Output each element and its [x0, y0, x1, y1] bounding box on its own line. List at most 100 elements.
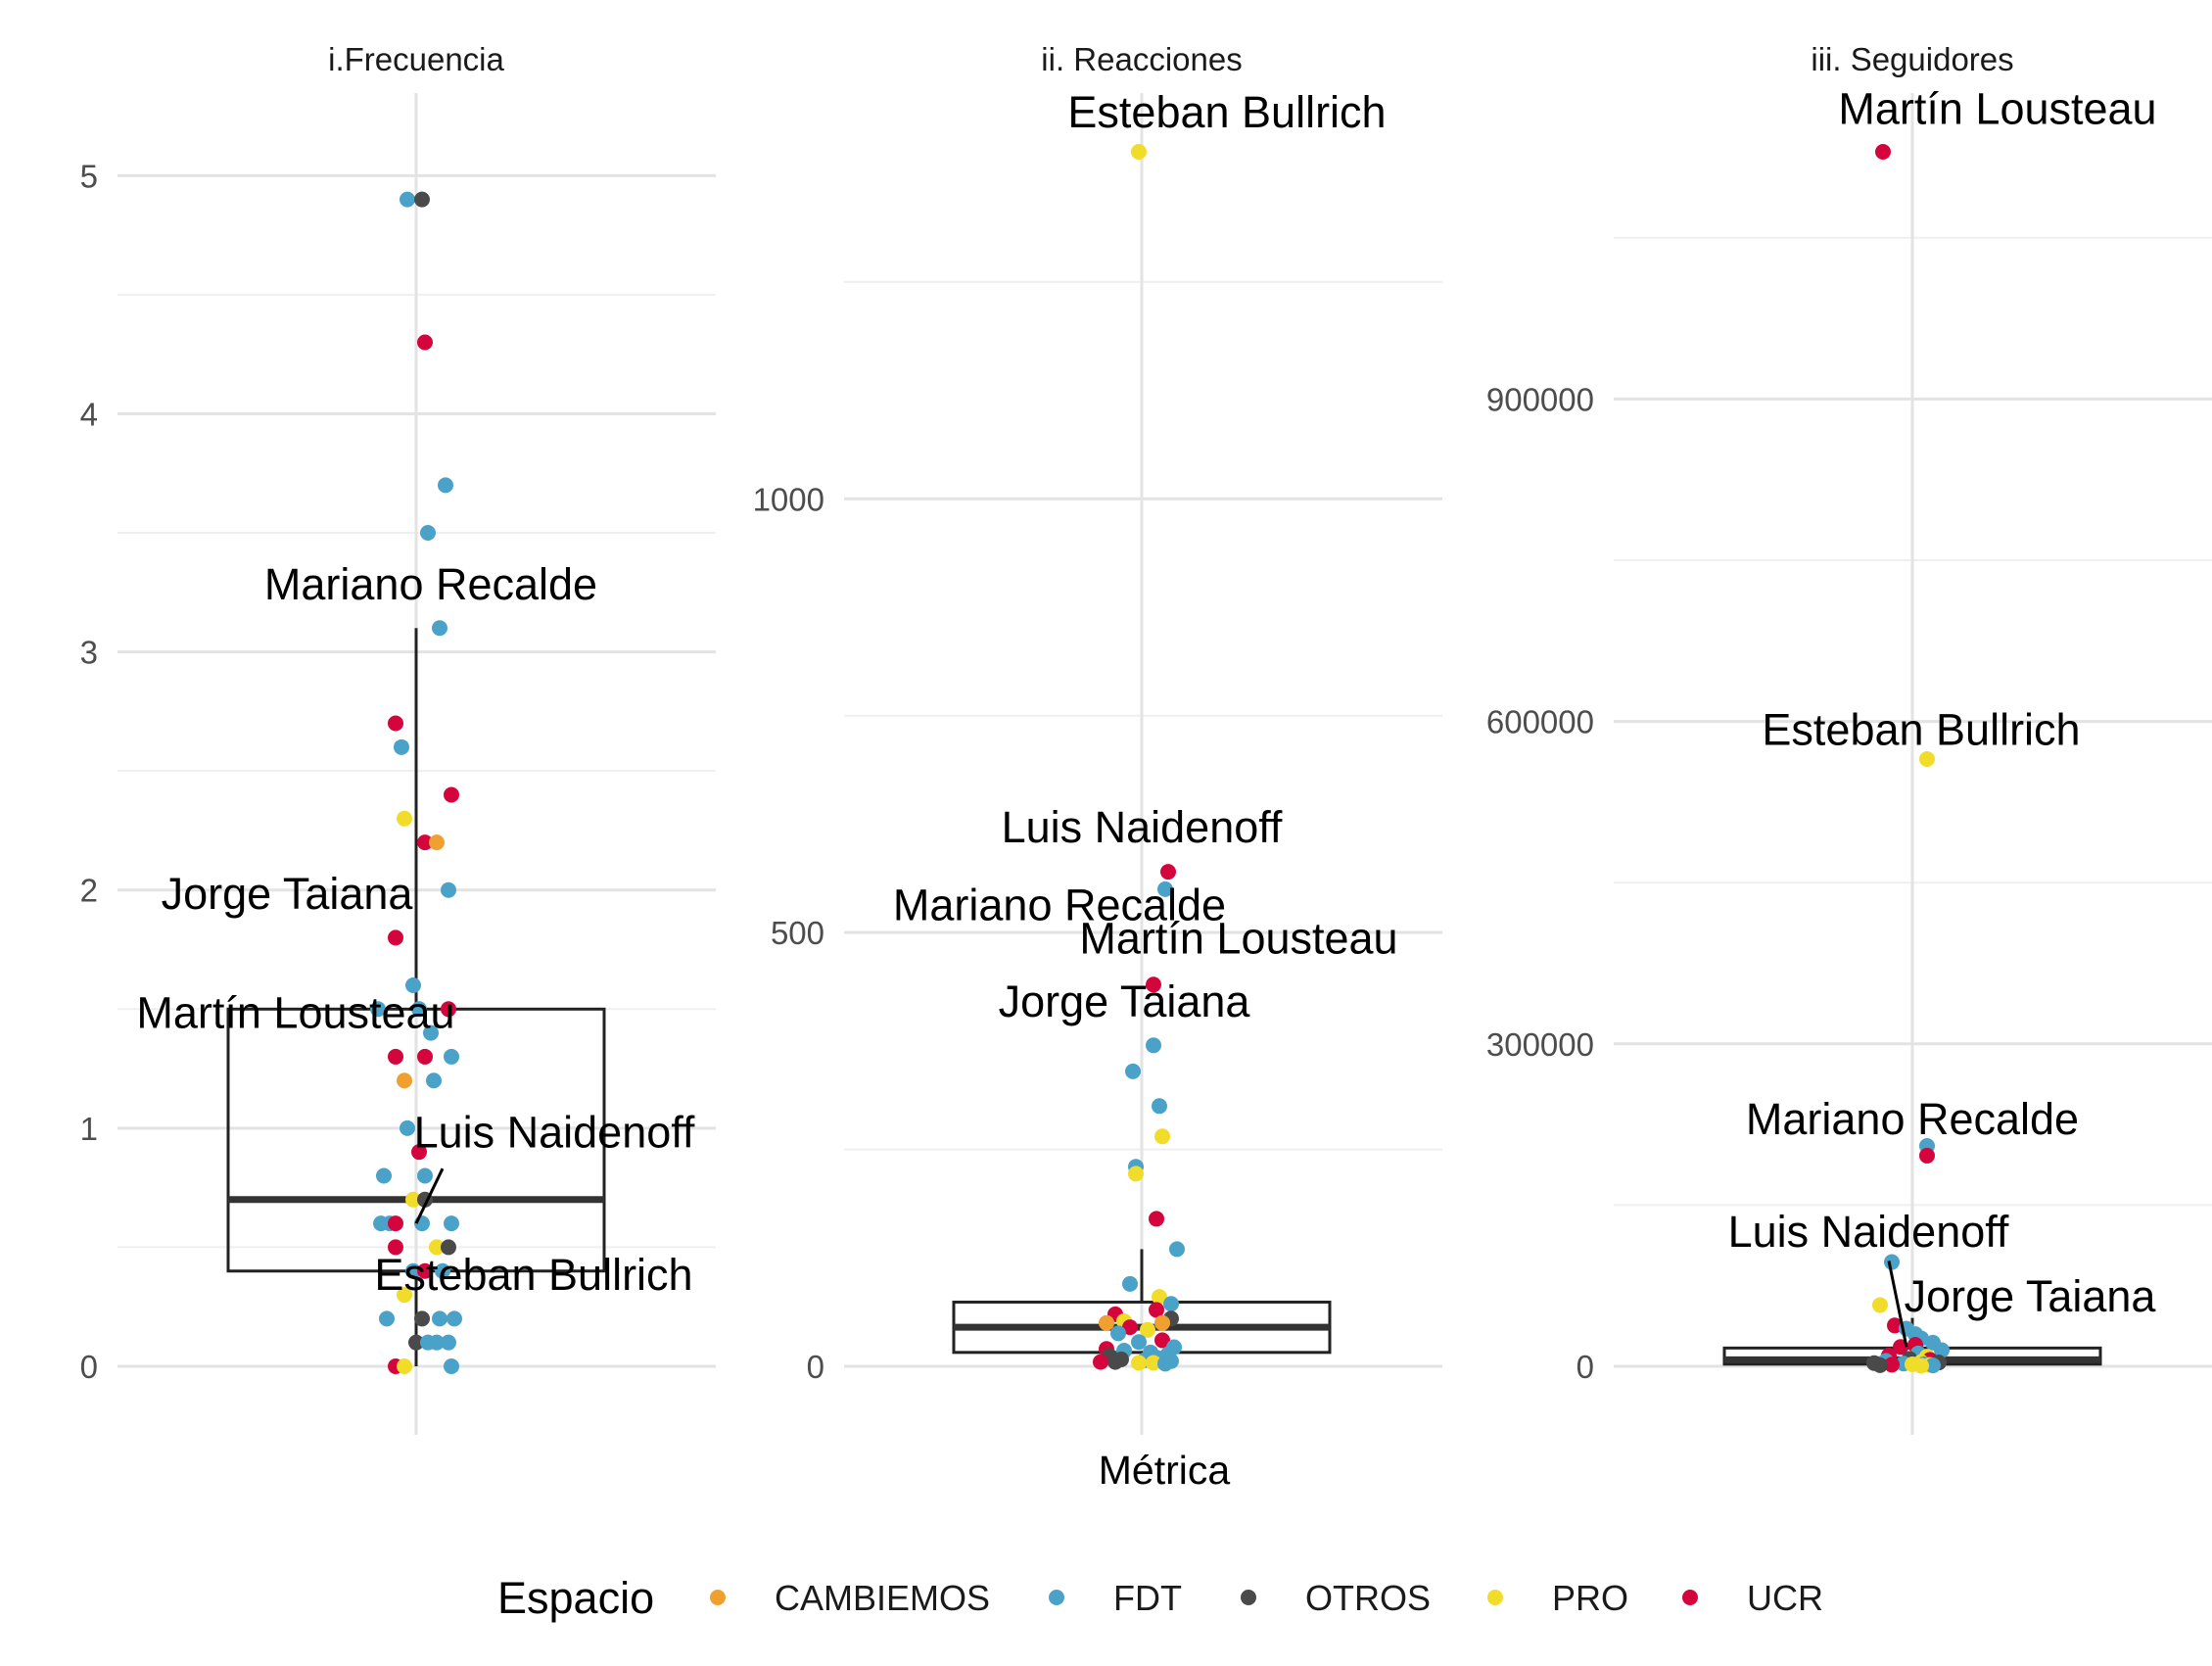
y-tick-label: 900000 [1486, 381, 1594, 417]
data-point [394, 738, 409, 755]
y-tick-label: 600000 [1486, 704, 1594, 740]
data-point [1122, 1319, 1138, 1336]
point-label: Martín Lousteau [136, 988, 454, 1038]
data-point [405, 976, 421, 993]
data-point [426, 1072, 442, 1089]
data-point [1154, 1314, 1170, 1331]
point-label: Mariano Recalde [1746, 1094, 2079, 1144]
data-point [429, 1239, 445, 1256]
data-point [441, 1334, 456, 1351]
data-point [411, 1144, 427, 1161]
data-point [405, 1262, 421, 1279]
legend-title: Espacio [497, 1573, 654, 1623]
data-point [1934, 1342, 1950, 1358]
data-point [414, 191, 430, 208]
data-point [1146, 976, 1161, 993]
data-point [444, 1358, 459, 1374]
point-label: Luis Naidenoff [414, 1107, 695, 1157]
panel-title: i.Frecuencia [328, 41, 504, 77]
y-tick-label: 4 [80, 396, 98, 432]
legend-label: UCR [1747, 1578, 1823, 1618]
y-tick-label: 3 [80, 635, 98, 671]
data-point [441, 1001, 456, 1018]
x-axis-title: Métrica [1099, 1448, 1231, 1493]
y-tick-label: 5 [80, 158, 98, 194]
data-point [400, 1119, 415, 1136]
data-point [397, 1072, 412, 1089]
data-point [435, 1262, 450, 1279]
data-point [429, 1334, 445, 1351]
y-tick-label: 500 [771, 915, 824, 951]
data-point [438, 477, 453, 494]
y-tick-label: 300000 [1486, 1026, 1594, 1063]
data-point [1093, 1354, 1108, 1370]
data-point [405, 1191, 421, 1208]
legend-key [1682, 1590, 1698, 1605]
point-label: Esteban Bullrich [1762, 705, 2080, 755]
data-point [397, 1287, 412, 1304]
data-point [1925, 1357, 1941, 1374]
data-point [417, 1167, 433, 1184]
data-point [423, 1024, 439, 1041]
y-tick-label: 1 [80, 1111, 98, 1147]
point-label: Esteban Bullrich [374, 1250, 692, 1300]
data-point [408, 1334, 424, 1351]
data-point [1146, 1037, 1161, 1054]
point-label: Luis Naidenoff [1002, 802, 1283, 852]
data-point [1169, 1241, 1185, 1258]
legend-label: FDT [1113, 1578, 1182, 1618]
data-point [417, 334, 433, 351]
data-point [429, 834, 445, 851]
point-label: Jorge Taiana [1905, 1271, 2157, 1321]
y-tick-label: 2 [80, 873, 98, 909]
legend-key [1049, 1590, 1064, 1605]
data-point [1146, 1355, 1161, 1371]
data-point [432, 620, 447, 637]
data-point [1160, 864, 1176, 881]
data-point [1099, 1314, 1114, 1331]
legend-key [1241, 1590, 1256, 1605]
data-point [447, 1310, 462, 1327]
data-point [379, 1310, 395, 1327]
y-tick-label: 0 [1577, 1349, 1594, 1385]
data-point [411, 1001, 427, 1018]
data-point [1919, 1147, 1935, 1164]
data-point [1140, 1321, 1155, 1338]
data-point [388, 1239, 403, 1256]
data-point [1154, 1128, 1170, 1145]
data-point [1128, 1166, 1144, 1182]
data-point [1919, 751, 1935, 767]
data-point [441, 881, 456, 898]
label-leader-line [1887, 1261, 1908, 1348]
data-point [1125, 1063, 1141, 1079]
data-point [444, 786, 459, 803]
data-point [1872, 1357, 1888, 1373]
data-point [441, 1239, 456, 1256]
data-point [388, 1048, 403, 1065]
data-point [1913, 1357, 1929, 1374]
point-label: Jorge Taiana [999, 976, 1251, 1026]
data-point [1154, 1332, 1170, 1349]
panel-title: ii. Reacciones [1041, 41, 1242, 77]
data-point [417, 1048, 433, 1065]
point-label: Martín Lousteau [1079, 913, 1397, 963]
data-point [1110, 1325, 1126, 1342]
data-point [1131, 144, 1147, 160]
point-label: Mariano Recalde [264, 559, 597, 609]
data-point [1157, 881, 1173, 897]
data-point [1884, 1254, 1900, 1270]
data-point [1122, 1275, 1138, 1292]
data-point [1884, 1357, 1900, 1373]
data-point [1872, 1297, 1888, 1313]
data-point [1157, 1356, 1173, 1372]
data-point [1149, 1211, 1164, 1227]
data-point [1152, 1289, 1167, 1306]
point-label: Jorge Taiana [162, 869, 414, 919]
data-point [1131, 1355, 1147, 1371]
data-point [370, 1001, 386, 1018]
data-point [400, 191, 415, 208]
data-point [388, 929, 403, 946]
data-point [417, 834, 433, 851]
